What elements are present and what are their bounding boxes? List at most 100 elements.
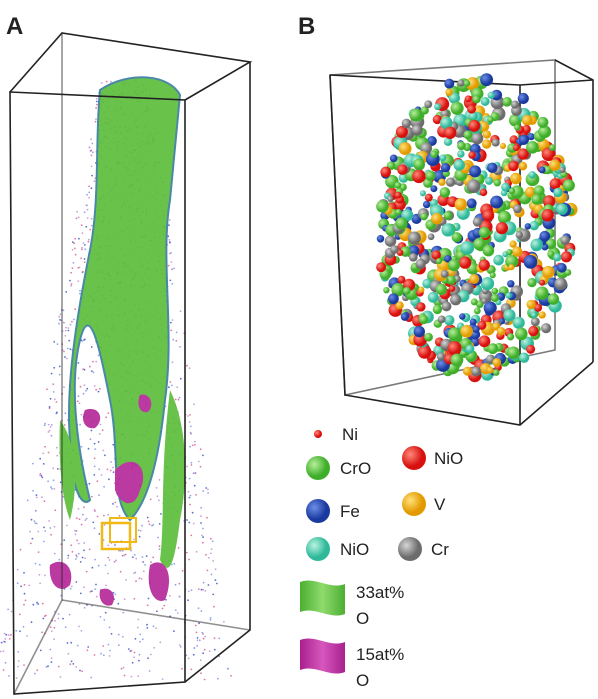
atom bbox=[176, 332, 178, 334]
atom bbox=[84, 261, 86, 263]
atom bbox=[487, 343, 498, 354]
atom bbox=[204, 649, 206, 651]
legend-swatch bbox=[300, 580, 345, 615]
atom bbox=[100, 424, 102, 426]
atom bbox=[107, 573, 109, 575]
atom bbox=[134, 598, 136, 600]
atom bbox=[526, 141, 539, 154]
atom bbox=[203, 638, 205, 640]
atom bbox=[108, 412, 110, 414]
atom bbox=[441, 163, 450, 172]
atom bbox=[97, 480, 99, 482]
atom bbox=[63, 351, 65, 353]
atom bbox=[73, 262, 75, 264]
atom bbox=[169, 253, 171, 255]
atom bbox=[74, 248, 76, 250]
atom bbox=[455, 198, 468, 211]
atom bbox=[531, 317, 540, 326]
atom bbox=[65, 626, 67, 628]
atom bbox=[147, 604, 149, 606]
atom bbox=[24, 593, 26, 595]
atom bbox=[189, 504, 191, 506]
atom bbox=[35, 563, 37, 565]
atom bbox=[89, 483, 91, 485]
atom bbox=[483, 245, 495, 257]
atom bbox=[60, 676, 62, 678]
atom bbox=[510, 173, 522, 185]
atom bbox=[43, 463, 45, 465]
atom bbox=[398, 276, 406, 284]
atom bbox=[450, 353, 463, 366]
atom bbox=[508, 161, 519, 172]
atom bbox=[135, 558, 137, 560]
atom bbox=[159, 545, 161, 547]
atom bbox=[85, 390, 87, 392]
atom bbox=[39, 458, 41, 460]
atom bbox=[491, 288, 498, 295]
atom bbox=[83, 242, 85, 244]
atom bbox=[98, 533, 100, 535]
atom bbox=[430, 151, 437, 158]
atom bbox=[480, 189, 488, 197]
atom bbox=[89, 146, 91, 148]
atom bbox=[23, 626, 25, 628]
atom bbox=[44, 530, 46, 532]
atom bbox=[9, 638, 11, 640]
atom bbox=[202, 455, 204, 457]
atom bbox=[134, 652, 136, 654]
atom bbox=[27, 500, 29, 502]
atom bbox=[88, 186, 90, 188]
atom bbox=[78, 553, 80, 555]
atom bbox=[105, 564, 107, 566]
atom bbox=[39, 574, 41, 576]
atom bbox=[380, 167, 391, 178]
atom bbox=[193, 654, 195, 656]
atom bbox=[496, 222, 508, 234]
atom bbox=[79, 670, 81, 672]
atom bbox=[149, 670, 151, 672]
atom bbox=[95, 361, 97, 363]
atom bbox=[169, 280, 171, 282]
atom bbox=[95, 389, 97, 391]
legend-label: NiO bbox=[434, 449, 463, 468]
atom bbox=[95, 121, 97, 123]
atom bbox=[189, 367, 191, 369]
atom bbox=[52, 467, 54, 469]
legend-swatch bbox=[314, 430, 322, 438]
atom bbox=[175, 609, 177, 611]
atom bbox=[56, 401, 58, 403]
atom bbox=[78, 508, 80, 510]
atom bbox=[57, 343, 59, 345]
atom bbox=[200, 448, 202, 450]
atom bbox=[217, 678, 219, 680]
atom bbox=[125, 554, 127, 556]
atom bbox=[58, 613, 60, 615]
atom bbox=[91, 430, 93, 432]
atom bbox=[193, 403, 195, 405]
atom bbox=[188, 491, 190, 493]
atom bbox=[118, 644, 120, 646]
atom bbox=[157, 537, 159, 539]
atom bbox=[202, 490, 204, 492]
atom bbox=[207, 570, 209, 572]
atom bbox=[92, 151, 94, 153]
atom bbox=[210, 619, 212, 621]
atom bbox=[10, 634, 12, 636]
atom bbox=[84, 519, 86, 521]
atom bbox=[518, 93, 529, 104]
atom bbox=[91, 187, 93, 189]
atom bbox=[188, 591, 190, 593]
atom bbox=[182, 570, 184, 572]
atom bbox=[63, 322, 65, 324]
atom bbox=[176, 386, 178, 388]
atom bbox=[178, 399, 180, 401]
atom bbox=[139, 634, 141, 636]
atom bbox=[100, 653, 102, 655]
atom bbox=[110, 461, 112, 463]
atom bbox=[200, 659, 202, 661]
atom bbox=[409, 253, 418, 262]
atom bbox=[78, 377, 80, 379]
atom bbox=[537, 117, 548, 128]
atom bbox=[71, 586, 73, 588]
atom bbox=[80, 257, 82, 259]
